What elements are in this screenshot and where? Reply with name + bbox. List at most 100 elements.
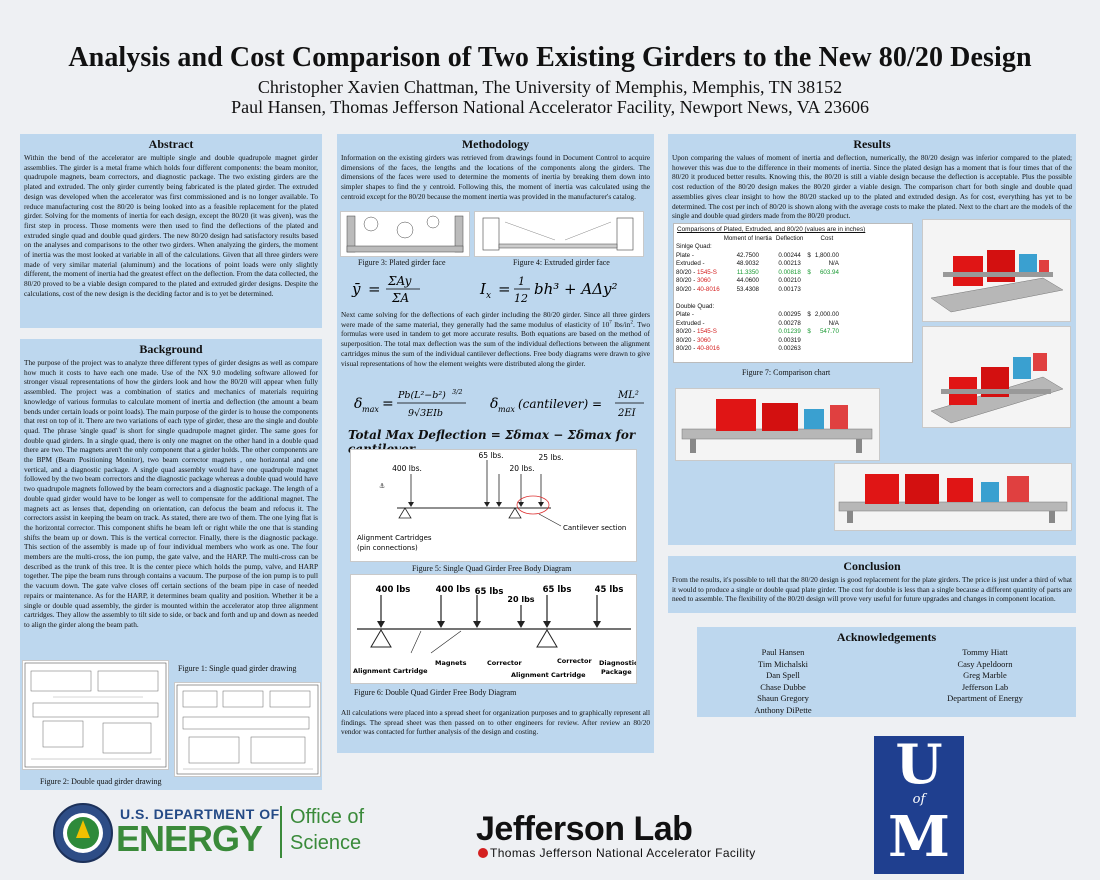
cost-cell: N/A [828,260,839,268]
row-name: 80/20 - [676,328,697,336]
double-quad-fbd-drawing: 400 lbs 400 lbs 65 lbs 20 lbs 65 lbs 45 … [353,585,638,679]
moment-cell [722,311,774,320]
row-name: Plate - [676,311,694,319]
modulus-exponent: 7 [609,320,612,326]
abstract-panel: Abstract Within the bend of the accelera… [20,134,322,328]
dollar-cell: $ [807,328,811,336]
fbd5-load-0: 400 lbs. [392,464,422,473]
cost-cell: N/A [828,319,839,327]
table-header-cell [805,234,812,243]
table-header-cell: Cost [820,234,834,242]
row-profile: 3060 [696,277,711,285]
svg-text:=: = [368,280,381,298]
svg-text:δ: δ [490,396,498,412]
methodology-text-3: All calculations were placed into a spre… [341,708,650,737]
background-text: The purpose of the project was to analyz… [24,358,318,629]
fbd6-label-4: Corrector [557,657,592,665]
row-name-cell: 80/20 - 1545-S [674,328,722,337]
double-quad-model-2 [834,463,1072,531]
fig4-extruded-face [474,211,644,257]
dollar-cell [805,319,812,328]
conclusion-text: From the results, it's possible to tell … [672,575,1072,604]
moment-cell: 42.7500 [736,251,759,259]
acknowledgement-name: Greg Marble [963,670,1007,681]
svg-text:12: 12 [514,292,528,305]
dollar-cell: $ [807,311,811,319]
table-spacer-row [674,294,841,303]
svg-text:ΣAy: ΣAy [387,274,412,288]
acknowledgement-name: Chase Dubbe [760,681,806,692]
row-name-cell: Extruded - [674,319,722,328]
fig4-caption: Figure 4: Extruded girder face [513,258,610,267]
modulus-unit-exponent: 2 [630,320,633,326]
poster-title: Analysis and Cost Comparison of Two Exis… [68,42,1032,73]
fig6-double-quad-fbd: 400 lbs 400 lbs 65 lbs 20 lbs 65 lbs 45 … [350,574,638,684]
girder-model-icon [923,327,1070,427]
fbd5-support-label-1: Alignment Cartridges [357,534,432,542]
fig5-single-quad-fbd: ⚓ 400 lbs. 65 lbs. 20 lbs. 25 lbs. Align… [350,449,637,562]
double-quad-model-1 [922,326,1071,428]
moment-cell: 44.0600 [736,277,759,285]
table-row: Plate - 42.7500 0.00244 $1,800.00 [674,251,841,260]
office-line-1: Office of [290,806,365,828]
results-heading: Results [853,137,891,151]
fig1-drawing [22,660,169,770]
svg-text:ML²: ML² [617,390,639,401]
uofm-m: M [888,804,950,870]
abstract-text: Within the bend of the accelerator are m… [24,153,318,298]
equation-centroid: ȳ = ΣAy ΣA [348,272,468,306]
svg-text:max: max [362,405,379,414]
comparison-table-title: Comparisons of Plated, Extruded, and 80/… [677,226,866,233]
cost-cell: 1,800.00 [814,251,839,259]
deflection-cell: 0.00263 [778,345,801,353]
fbd6-label-2: Corrector [487,659,522,667]
acknowledgements-col-1: Paul Hansen Tim Michalski Dan Spell Chase D… [718,647,848,716]
jlab-subtitle: Thomas Jefferson National Accelerator Fa… [490,846,756,860]
svg-text:9√3EIb: 9√3EIb [408,408,443,419]
methodology-text-2b: lbs/in [611,319,631,329]
girder-model-icon [923,220,1070,321]
comparison-table: Moment of Inertia Deflection Cost Sinlge Qu… [674,234,841,353]
table-row: Extruded - 0.00278 N/A [674,319,841,328]
table-row: Extruded - 48.9032 0.00213 N/A [674,260,841,269]
fbd5-load-2: 20 lbs. [509,464,534,473]
svg-text:1: 1 [518,275,525,288]
doe-logo: U.S. DEPARTMENT OF ENERGY Office of Scie… [52,800,382,866]
fbd5-load-1: 65 lbs. [478,451,503,460]
table-row: 80/20 - 3060 44.0600 0.00210 [674,277,841,286]
fbd6-load-3: 20 lbs [507,595,534,604]
doe-seal-icon [53,803,113,863]
moment-cell [722,345,774,354]
row-name: 80/20 - [676,268,697,276]
fbd6-load-4: 65 lbs [543,585,572,595]
row-name-cell: Plate - [674,251,722,260]
row-name-cell: Extruded - [674,260,722,269]
fbd5-cantilever-label: Cantilever section [563,524,626,532]
svg-text:Pb(L²−b²): Pb(L²−b²) [397,390,446,401]
methodology-text-2: Next came solving for the deflections of… [337,309,654,368]
deflection-cell: 0.00213 [778,260,801,268]
moment-cell: 48.9032 [736,260,759,268]
acknowledgements-col-2: Tommy Hiatt Casy Apeldoorn Greg Marble Jeff… [920,647,1050,705]
single-quad-drawing-icon [24,662,167,768]
jefferson-lab-logo: Jefferson Lab Thomas Jefferson National … [470,810,800,866]
methodology-heading: Methodology [461,137,530,151]
equation-delta-max: δ max = Pb(L²−b²) 3/2 9√3EIb [352,386,482,422]
deflection-cell: 0.00210 [778,277,801,285]
moment-cell: 11.3350 [736,268,759,276]
row-profile: 1545-S [696,268,717,276]
deflection-cell: 0.00319 [778,336,801,344]
dollar-cell: $ [807,268,811,276]
svg-text:max: max [498,405,515,414]
table-row: 80/20 - 40-8016 53.4308 0.00173 [674,285,841,294]
fbd6-label-5: Diagnostic [599,659,636,667]
fbd6-load-2: 65 lbs [475,587,504,597]
deflection-cell: 0.01239 [778,328,801,336]
svg-text:⚓: ⚓ [379,482,385,490]
table-header-cell [674,234,722,243]
doe-line-2: ENERGY [116,818,263,859]
deflection-cell: 0.00295 [778,311,801,319]
table-spacer-cell [674,294,841,303]
fig1-caption: Figure 1: Single quad girder drawing [178,664,297,673]
conclusion-heading: Conclusion [843,559,901,573]
